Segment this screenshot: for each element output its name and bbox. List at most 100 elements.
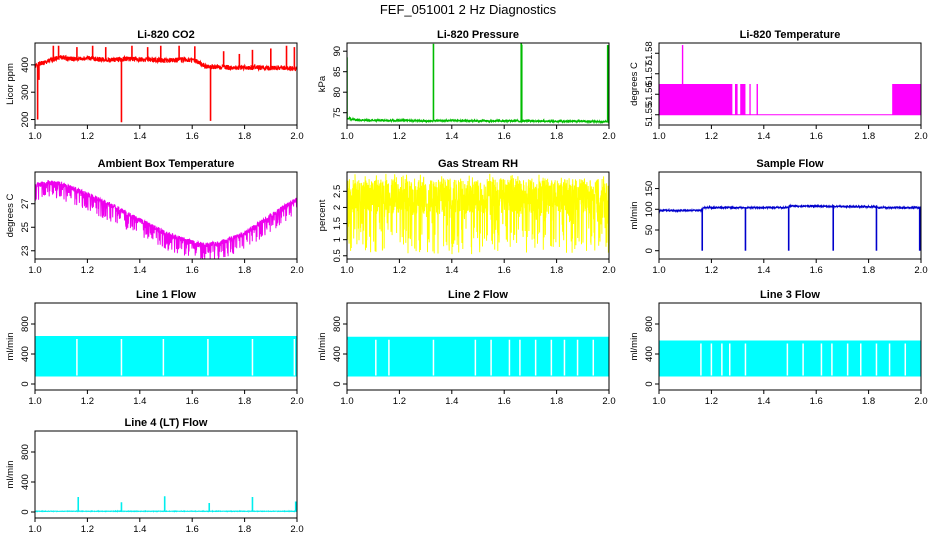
- xtick-label-sample-5: 2.0: [914, 265, 927, 276]
- ytick-label-temperature-2: 51.57: [644, 62, 655, 86]
- ytick-label-line1-2: 800: [20, 316, 31, 332]
- data-layer-pressure: [347, 43, 609, 125]
- xtick-label-ambient-0: 1.0: [28, 265, 41, 276]
- panel-title-co2: Li-820 CO2: [137, 29, 194, 41]
- panel-title-line4: Line 4 (LT) Flow: [125, 417, 208, 429]
- xtick-label-pressure-3: 1.6: [498, 131, 511, 142]
- panel-title-line1: Line 1 Flow: [136, 289, 196, 301]
- data-layer-line2: [347, 336, 609, 377]
- ylabel-line2: ml/min: [317, 333, 328, 361]
- xtick-label-pressure-1: 1.2: [393, 131, 406, 142]
- panel-title-ambient: Ambient Box Temperature: [98, 158, 235, 170]
- xtick-label-line4-3: 1.6: [186, 524, 199, 535]
- xtick-label-line3-4: 1.8: [862, 396, 875, 407]
- xtick-label-co2-3: 1.6: [186, 131, 199, 142]
- chart-panel-temperature: Li-820 Temperature 1.0 1.2 1.4 1.6 1.8 2.0 51.5…: [629, 29, 928, 142]
- ytick-label-pressure-3: 90: [332, 46, 343, 57]
- xtick-label-temperature-3: 1.6: [810, 131, 823, 142]
- figure-title: FEF_051001 2 Hz Diagnostics: [380, 2, 557, 17]
- xtick-label-ambient-2: 1.4: [133, 265, 146, 276]
- xtick-label-ambient-1: 1.2: [81, 265, 94, 276]
- chart-panel-pressure: Li-820 Pressure 1.0 1.2 1.4 1.6 1.8 2.0 75 80 85 9…: [317, 29, 616, 142]
- ytick-label-line4-0: 0: [20, 509, 31, 514]
- xtick-label-line4-0: 1.0: [28, 524, 41, 535]
- ytick-label-ambient-0: 23: [20, 245, 31, 256]
- xtick-label-sample-3: 1.6: [810, 265, 823, 276]
- xtick-label-line2-4: 1.8: [550, 396, 563, 407]
- ytick-label-pressure-2: 85: [332, 66, 343, 77]
- panel-title-rh: Gas Stream RH: [438, 158, 518, 170]
- xtick-label-sample-4: 1.8: [862, 265, 875, 276]
- data-layer-co2: [35, 45, 297, 123]
- plot-frame-pressure: [346, 42, 610, 126]
- plot-frame-sample: [658, 171, 922, 260]
- panel-title-sample: Sample Flow: [756, 158, 824, 170]
- plot-frame-co2: [34, 42, 298, 126]
- data-layer-temperature: [659, 45, 921, 116]
- xtick-label-rh-2: 1.4: [445, 265, 458, 276]
- ytick-label-co2-2: 400: [20, 57, 31, 73]
- series-line-ambient: [35, 180, 297, 259]
- plot-frame-rh: [346, 171, 610, 260]
- ytick-label-line2-1: 400: [332, 346, 343, 362]
- ylabel-co2: Licor ppm: [5, 63, 16, 105]
- xtick-label-temperature-2: 1.4: [757, 131, 770, 142]
- ytick-label-rh-4: 2.5: [332, 185, 343, 198]
- ylabel-ambient: degrees C: [5, 193, 16, 237]
- xtick-label-pressure-4: 1.8: [550, 131, 563, 142]
- ytick-label-line4-2: 800: [20, 444, 31, 460]
- ytick-label-line3-0: 0: [644, 381, 655, 386]
- ytick-label-line2-0: 0: [332, 381, 343, 386]
- xtick-label-line2-0: 1.0: [340, 396, 353, 407]
- xtick-label-line1-0: 1.0: [28, 396, 41, 407]
- xtick-label-line1-3: 1.6: [186, 396, 199, 407]
- series-line-sample: [659, 203, 921, 213]
- series-line-rh: [347, 173, 609, 255]
- xtick-label-co2-2: 1.4: [133, 131, 146, 142]
- xtick-label-line3-1: 1.2: [705, 396, 718, 407]
- xtick-label-line2-1: 1.2: [393, 396, 406, 407]
- ytick-label-pressure-0: 75: [332, 107, 343, 118]
- band-line2: [347, 336, 609, 377]
- xtick-label-pressure-2: 1.4: [445, 131, 458, 142]
- xtick-label-sample-2: 1.4: [757, 265, 770, 276]
- xtick-label-line2-5: 2.0: [602, 396, 615, 407]
- ytick-label-temperature-3: 51.58: [644, 41, 655, 65]
- panel-title-temperature: Li-820 Temperature: [740, 29, 841, 41]
- filled-segment-temperature-0: [659, 84, 733, 115]
- filled-segment-temperature-2: [740, 84, 746, 115]
- ytick-label-temperature-1: 51.56: [644, 82, 655, 106]
- xtick-label-line1-4: 1.8: [238, 396, 251, 407]
- xtick-label-line1-2: 1.4: [133, 396, 146, 407]
- chart-panel-sample: Sample Flow 1.0 1.2 1.4 1.6 1.8 2.0 0 50 100 150 ml…: [629, 158, 928, 276]
- ytick-label-line1-0: 0: [20, 381, 31, 386]
- xtick-label-co2-5: 2.0: [290, 131, 303, 142]
- xtick-label-line3-2: 1.4: [757, 396, 770, 407]
- ytick-label-rh-2: 1.5: [332, 217, 343, 230]
- xtick-label-line3-0: 1.0: [652, 396, 665, 407]
- filled-segment-temperature-3: [749, 84, 751, 115]
- band-line1: [35, 336, 297, 377]
- xtick-label-sample-0: 1.0: [652, 265, 665, 276]
- series-line-co2: [35, 54, 297, 72]
- ytick-label-sample-2: 100: [644, 201, 655, 217]
- panel-title-line2: Line 2 Flow: [448, 289, 508, 301]
- ylabel-line3: ml/min: [629, 333, 640, 361]
- plot-frame-line4: [34, 430, 298, 519]
- ytick-label-co2-1: 300: [20, 84, 31, 100]
- data-layer-line1: [35, 336, 297, 377]
- ytick-label-line2-2: 800: [332, 316, 343, 332]
- ytick-label-rh-0: 0.5: [332, 249, 343, 262]
- xtick-label-ambient-3: 1.6: [186, 265, 199, 276]
- chart-panel-line1: Line 1 Flow 1.0 1.2 1.4 1.6 1.8 2.0 0 400 800 ml/m…: [5, 289, 304, 407]
- ylabel-temperature: degrees C: [629, 62, 640, 106]
- ytick-label-line4-1: 400: [20, 474, 31, 490]
- data-layer-sample: [659, 203, 921, 251]
- xtick-label-rh-3: 1.6: [498, 265, 511, 276]
- xtick-label-rh-0: 1.0: [340, 265, 353, 276]
- chart-panel-line2: Line 2 Flow 1.0 1.2 1.4 1.6 1.8 2.0 0 400 800 ml/m…: [317, 289, 616, 407]
- data-layer-line4: [35, 496, 297, 513]
- panel-title-line3: Line 3 Flow: [760, 289, 820, 301]
- xtick-label-line2-2: 1.4: [445, 396, 458, 407]
